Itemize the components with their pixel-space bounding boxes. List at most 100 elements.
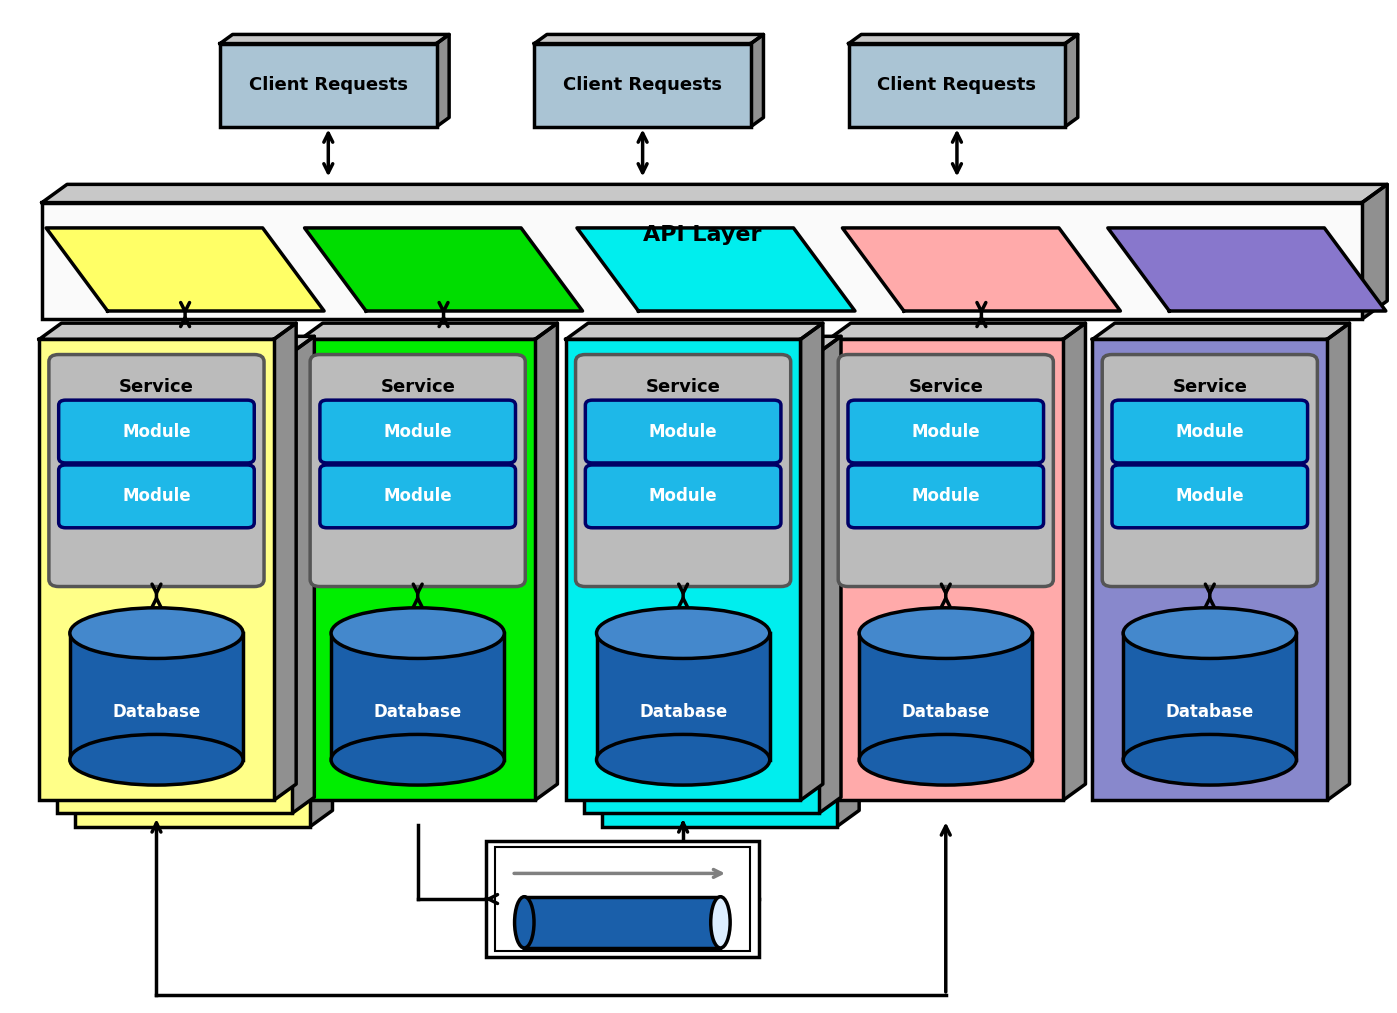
Polygon shape	[602, 349, 859, 366]
Polygon shape	[1108, 228, 1386, 311]
Text: Module: Module	[911, 487, 981, 505]
Polygon shape	[1362, 184, 1387, 319]
FancyBboxPatch shape	[838, 355, 1053, 587]
Ellipse shape	[1123, 608, 1296, 658]
Text: Database: Database	[901, 703, 990, 720]
Text: Database: Database	[638, 703, 728, 720]
Polygon shape	[1066, 34, 1078, 127]
Bar	[300, 339, 535, 800]
Polygon shape	[828, 323, 1085, 339]
Ellipse shape	[331, 734, 504, 785]
Bar	[1123, 633, 1296, 760]
Text: Service: Service	[380, 378, 455, 396]
Ellipse shape	[70, 734, 243, 785]
Polygon shape	[292, 336, 314, 813]
Polygon shape	[566, 323, 823, 339]
Bar	[495, 847, 750, 951]
Bar	[848, 44, 1066, 127]
Polygon shape	[1327, 323, 1350, 800]
FancyBboxPatch shape	[320, 465, 515, 528]
Polygon shape	[577, 228, 855, 311]
Ellipse shape	[597, 734, 770, 785]
Bar	[486, 841, 759, 957]
Polygon shape	[219, 34, 450, 44]
Bar	[219, 44, 436, 127]
Bar	[75, 366, 310, 827]
Text: Service: Service	[1172, 378, 1248, 396]
Text: Module: Module	[911, 422, 981, 441]
Polygon shape	[1063, 323, 1085, 800]
Ellipse shape	[331, 608, 504, 658]
Ellipse shape	[514, 897, 534, 948]
Bar	[602, 366, 837, 827]
Text: Module: Module	[122, 487, 191, 505]
Polygon shape	[46, 228, 324, 311]
Text: Service: Service	[119, 378, 194, 396]
Text: Module: Module	[122, 422, 191, 441]
Bar	[828, 339, 1063, 800]
Text: Service: Service	[645, 378, 721, 396]
Ellipse shape	[70, 608, 243, 658]
Text: API Layer: API Layer	[643, 225, 761, 245]
Text: Module: Module	[1175, 422, 1245, 441]
Bar	[331, 633, 504, 760]
Polygon shape	[534, 34, 763, 44]
FancyBboxPatch shape	[1112, 400, 1308, 463]
Bar	[1092, 339, 1327, 800]
Bar	[584, 353, 819, 813]
Polygon shape	[310, 349, 332, 827]
FancyBboxPatch shape	[1102, 355, 1317, 587]
Text: Client Requests: Client Requests	[563, 76, 722, 94]
FancyBboxPatch shape	[59, 465, 254, 528]
Polygon shape	[535, 323, 557, 800]
Bar	[597, 633, 770, 760]
Polygon shape	[848, 34, 1078, 44]
Ellipse shape	[711, 897, 731, 948]
Bar	[42, 203, 1362, 319]
Bar	[57, 353, 292, 813]
Ellipse shape	[859, 608, 1032, 658]
Bar	[859, 633, 1032, 760]
Polygon shape	[842, 228, 1120, 311]
Polygon shape	[42, 184, 1387, 203]
FancyBboxPatch shape	[848, 465, 1044, 528]
Polygon shape	[57, 336, 314, 353]
FancyBboxPatch shape	[49, 355, 264, 587]
Polygon shape	[1092, 323, 1350, 339]
Polygon shape	[75, 349, 332, 366]
Polygon shape	[436, 34, 450, 127]
FancyBboxPatch shape	[1112, 465, 1308, 528]
FancyBboxPatch shape	[585, 465, 781, 528]
Text: Client Requests: Client Requests	[249, 76, 408, 94]
FancyBboxPatch shape	[320, 400, 515, 463]
FancyBboxPatch shape	[310, 355, 525, 587]
FancyBboxPatch shape	[848, 400, 1044, 463]
Polygon shape	[584, 336, 841, 353]
Text: Database: Database	[1165, 703, 1255, 720]
Polygon shape	[837, 349, 859, 827]
FancyBboxPatch shape	[576, 355, 791, 587]
Polygon shape	[819, 336, 841, 813]
Text: Database: Database	[373, 703, 462, 720]
Text: Module: Module	[383, 422, 453, 441]
FancyBboxPatch shape	[585, 400, 781, 463]
Bar	[524, 897, 721, 948]
Ellipse shape	[859, 734, 1032, 785]
Bar	[566, 339, 800, 800]
Text: Module: Module	[383, 487, 453, 505]
Polygon shape	[800, 323, 823, 800]
Polygon shape	[274, 323, 296, 800]
Text: Module: Module	[648, 422, 718, 441]
Text: Client Requests: Client Requests	[877, 76, 1037, 94]
Text: Module: Module	[648, 487, 718, 505]
Text: Service: Service	[908, 378, 983, 396]
Text: Database: Database	[112, 703, 201, 720]
Bar	[39, 339, 274, 800]
Text: Module: Module	[1175, 487, 1245, 505]
FancyBboxPatch shape	[59, 400, 254, 463]
Polygon shape	[305, 228, 583, 311]
Ellipse shape	[1123, 734, 1296, 785]
Bar	[534, 44, 752, 127]
Bar	[70, 633, 243, 760]
Polygon shape	[39, 323, 296, 339]
